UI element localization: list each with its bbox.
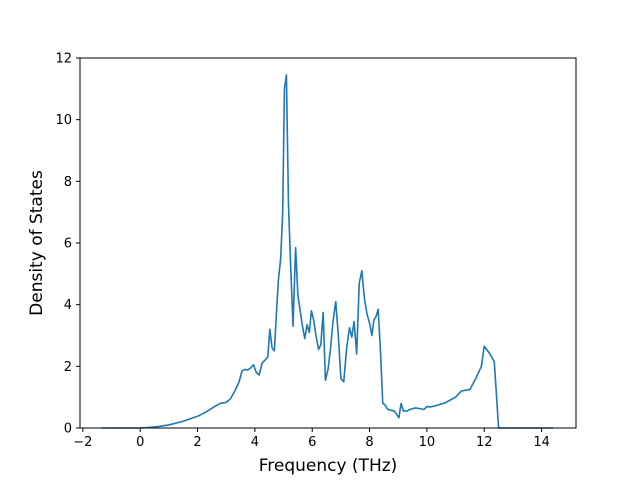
y-tick-label: 4 [64, 298, 72, 313]
y-tick-label: 8 [64, 175, 72, 190]
x-tick-label: 2 [193, 435, 201, 450]
x-tick-label: −2 [73, 435, 92, 450]
x-tick-label: 10 [419, 435, 436, 450]
x-axis-label: Frequency (THz) [259, 456, 398, 476]
y-tick-label: 2 [64, 360, 72, 375]
x-tick-label: 6 [308, 435, 316, 450]
y-axis-label: Density of States [27, 170, 47, 316]
x-tick-label: 4 [251, 435, 259, 450]
x-axis-ticks: −2 0 2 4 6 8 10 12 14 [73, 428, 550, 450]
y-tick-label: 10 [55, 113, 72, 128]
plot-frame [79, 57, 577, 429]
y-tick-label: 6 [64, 237, 72, 252]
dos-series-line [101, 74, 554, 429]
y-tick-label: 12 [55, 52, 72, 67]
x-tick-label: 12 [476, 435, 493, 450]
x-tick-label: 8 [365, 435, 373, 450]
y-axis-ticks: 0 2 4 6 8 10 12 [55, 52, 80, 437]
series-layer [101, 74, 554, 429]
y-tick-label: 0 [64, 422, 72, 437]
x-tick-label: 14 [533, 435, 550, 450]
x-tick-label: 0 [136, 435, 144, 450]
